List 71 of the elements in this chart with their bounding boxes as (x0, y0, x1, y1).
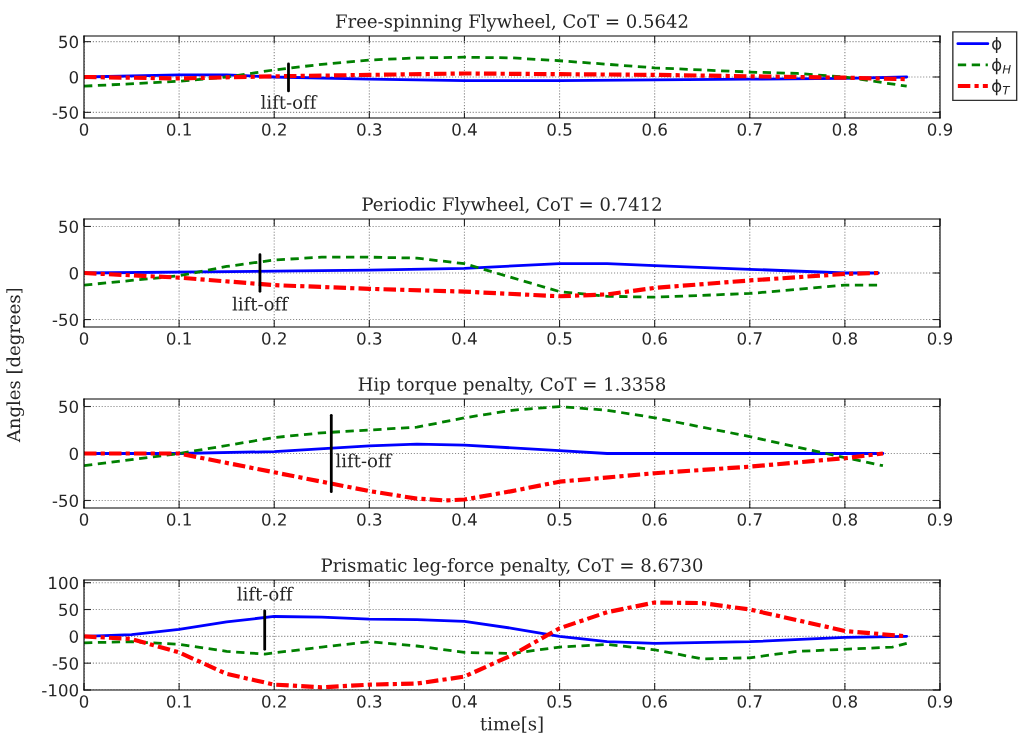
x-tick-label: 0.8 (832, 695, 857, 708)
legend-label: ϕ$_{H}$ (992, 58, 1011, 75)
line-series (84, 55, 909, 88)
x-tick-label: 0.8 (832, 513, 857, 526)
x-tick-label: 0.4 (452, 332, 477, 345)
x-tick-label: 0.2 (262, 332, 286, 345)
x-tick-label: 0.1 (166, 332, 191, 345)
x-tick-label: 0.1 (166, 695, 191, 708)
x-tick-label: 0.2 (262, 695, 286, 708)
y-tick-label: 50 (59, 220, 79, 234)
legend-label: ϕ$_{T}$ (992, 79, 1011, 96)
x-tick-label: 0.7 (737, 332, 762, 345)
x-tick-label: 0.2 (262, 123, 286, 136)
y-tick-label: 0 (69, 630, 79, 643)
x-tick-label: 0.4 (452, 123, 477, 136)
x-tick-label: 0.2 (262, 513, 286, 526)
x-tick-label: 0.4 (452, 695, 477, 708)
y-tick-label: 50 (59, 400, 79, 414)
y-tick-label: -100 (42, 683, 79, 697)
x-tick-label: 0.9 (927, 695, 953, 708)
x-tick-label: 0.6 (642, 695, 667, 708)
y-tick-label: 0 (69, 70, 79, 84)
x-tick-label: 0.5 (547, 332, 572, 345)
y-tick-label: 0 (69, 266, 79, 280)
ref-line-label: lift-off (335, 453, 393, 468)
x-axis-title: time[s] (480, 716, 543, 733)
x-tick-label: 0.1 (166, 513, 191, 526)
x-tick-label: 0.8 (832, 123, 857, 136)
x-tick-label: 0.3 (357, 332, 382, 345)
y-tick-label: 50 (59, 603, 79, 617)
x-tick-label: 0.9 (927, 513, 953, 526)
y-tick-label: 50 (59, 35, 79, 49)
x-tick-label: 0.5 (547, 123, 572, 136)
x-tick-label: 0.1 (166, 123, 191, 136)
x-tick-label: 0 (79, 695, 89, 708)
x-tick-label: 0 (79, 332, 89, 345)
x-tick-label: 0.3 (357, 695, 382, 708)
ref-line-label: lift-off (261, 95, 318, 110)
x-tick-label: 0 (79, 513, 89, 526)
x-tick-label: 0.6 (642, 513, 667, 526)
x-tick-label: 0.3 (357, 123, 382, 136)
y-tick-label: -50 (52, 657, 79, 670)
x-tick-label: 0.7 (737, 123, 762, 136)
x-tick-label: 0.7 (737, 513, 762, 526)
chart-title: Prismatic leg-force penalty, CoT = 8.6730 (321, 557, 703, 576)
ref-line-label: lift-off (232, 296, 289, 311)
y-tick-label: 0 (69, 447, 79, 461)
x-tick-label: 0.3 (357, 513, 382, 526)
chart-title: Free-spinning Flywheel, CoT = 0.5642 (336, 13, 688, 32)
y-tick-label: -50 (52, 313, 79, 327)
y-axis-title: Angles [degrees] (6, 288, 25, 443)
x-tick-label: 0.9 (927, 332, 953, 345)
x-tick-label: 0.4 (452, 513, 477, 526)
x-tick-label: 0.8 (832, 332, 857, 345)
x-tick-label: 0.5 (547, 513, 572, 526)
chart-title: Hip torque penalty, CoT = 1.3358 (358, 376, 666, 395)
line-series (84, 451, 886, 503)
line-series (84, 640, 909, 661)
y-tick-label: -50 (52, 106, 79, 119)
x-tick-label: 0 (79, 123, 89, 136)
y-tick-label: -50 (52, 494, 79, 508)
x-tick-label: 0.6 (642, 123, 667, 136)
legend-label: ϕ (992, 36, 1002, 54)
x-tick-label: 0.7 (737, 695, 762, 708)
y-tick-label: 100 (49, 576, 79, 590)
x-tick-label: 0.5 (547, 695, 572, 708)
ref-line-label: lift-off (237, 586, 294, 601)
chart-title: Periodic Flywheel, CoT = 0.7412 (362, 196, 661, 215)
x-tick-label: 0.6 (642, 332, 667, 345)
x-tick-label: 0.9 (927, 123, 953, 136)
line-series (84, 405, 885, 468)
